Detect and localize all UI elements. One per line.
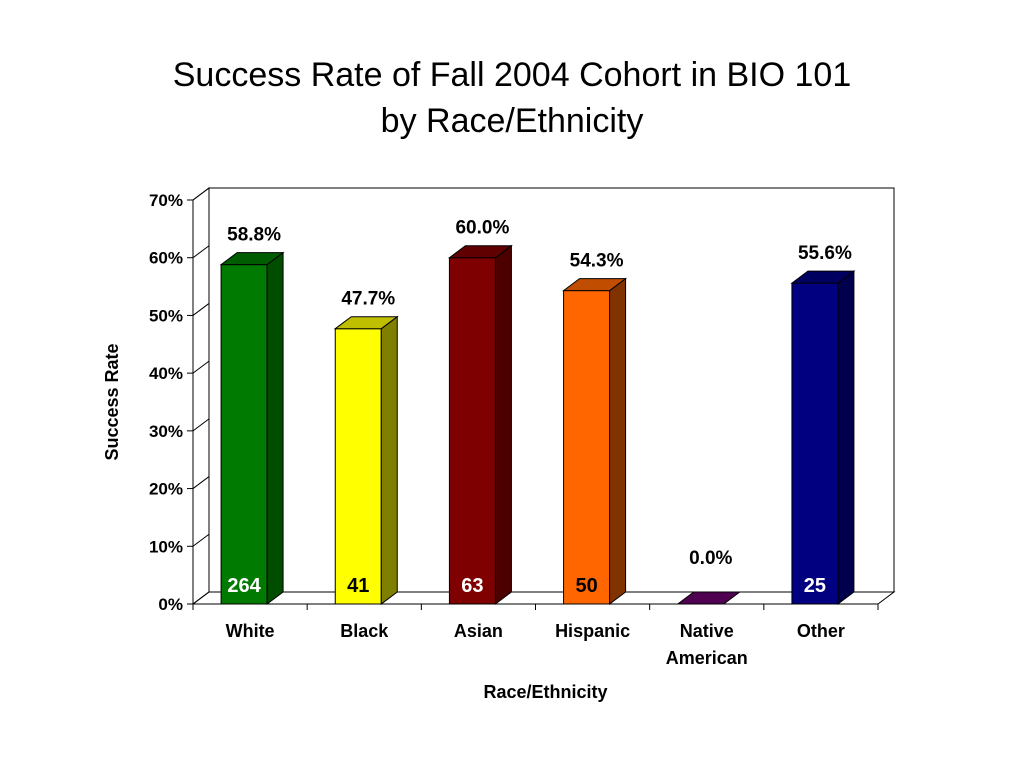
count-label: 41 [347, 575, 369, 597]
bar-side-1 [380, 315, 398, 605]
bar-side-3 [609, 277, 627, 605]
data-label: 58.8% [227, 225, 281, 246]
y-tick-depth [192, 533, 210, 547]
y-tick-label: 0% [158, 595, 183, 614]
x-tick-label: White [226, 621, 275, 641]
y-tick-depth [192, 360, 210, 374]
data-label: 60.0% [455, 218, 509, 239]
y-tick-depth [192, 245, 210, 259]
bar-5 [791, 282, 839, 605]
data-label: 54.3% [570, 251, 624, 272]
y-axis-title: Success Rate [102, 343, 122, 460]
y-tick-label: 60% [149, 249, 183, 268]
y-tick-label: 10% [149, 537, 183, 556]
y-tick-label: 30% [149, 422, 183, 441]
y-tick-depth [192, 303, 210, 316]
data-label: 55.6% [798, 243, 852, 264]
bar-3 [563, 290, 611, 605]
y-tick-depth [192, 591, 210, 605]
bar-top-4 [676, 591, 742, 605]
count-label: 63 [461, 575, 483, 597]
data-label: 0.0% [689, 548, 732, 569]
x-axis-title: Race/Ethnicity [483, 682, 607, 702]
y-tick-depth [192, 418, 210, 432]
chart-title: Success Rate of Fall 2004 Cohort in BIO … [0, 52, 1024, 144]
bar-1 [334, 328, 382, 605]
y-tick-label: 20% [149, 480, 183, 499]
chart-title-line-1: Success Rate of Fall 2004 Cohort in BIO … [172, 56, 852, 94]
bar-top-0 [219, 252, 285, 266]
bar-side-0 [266, 251, 284, 605]
y-tick-label: 40% [149, 364, 183, 383]
bar-side-2 [494, 244, 512, 605]
bar-top-3 [562, 278, 628, 292]
plot-floor [191, 591, 896, 605]
bar-top-1 [333, 316, 399, 330]
x-tick-label: American [666, 648, 748, 668]
bar-top-2 [447, 245, 513, 259]
count-label: 50 [575, 575, 597, 597]
x-tick-label: Native [680, 621, 734, 641]
y-tick-depth [192, 187, 210, 201]
bar-side-5 [837, 270, 855, 605]
y-tick-label: 70% [149, 191, 183, 210]
x-tick-label: Hispanic [555, 621, 630, 641]
plot-back-wall [208, 187, 895, 593]
plot-side-wall [192, 187, 210, 605]
y-tick-depth [192, 476, 210, 489]
y-tick-label: 50% [149, 306, 183, 325]
bar-2 [448, 257, 496, 605]
chart-title-line-2: by Race/Ethnicity [380, 102, 644, 140]
count-label: 264 [227, 575, 261, 597]
x-tick-label: Black [340, 621, 389, 641]
x-tick-label: Asian [454, 621, 503, 641]
data-label: 47.7% [341, 289, 395, 310]
bar-top-5 [790, 270, 856, 284]
x-tick-label: Other [797, 621, 845, 641]
bar-0 [220, 264, 268, 605]
count-label: 25 [804, 575, 826, 597]
